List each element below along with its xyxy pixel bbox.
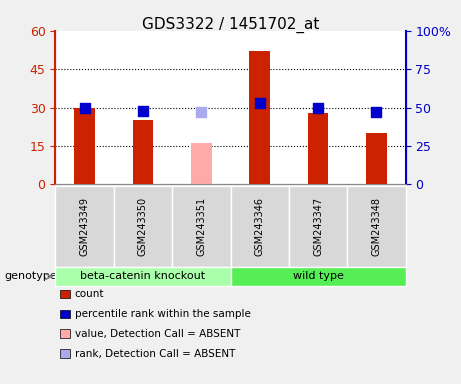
- Bar: [249, 51, 270, 184]
- Text: GSM243347: GSM243347: [313, 197, 323, 256]
- Text: GSM243349: GSM243349: [79, 197, 89, 256]
- Point: [198, 109, 205, 115]
- Text: GDS3322 / 1451702_at: GDS3322 / 1451702_at: [142, 17, 319, 33]
- Bar: [308, 113, 328, 184]
- Text: GSM243348: GSM243348: [372, 197, 382, 256]
- Text: GSM243351: GSM243351: [196, 197, 207, 256]
- Text: rank, Detection Call = ABSENT: rank, Detection Call = ABSENT: [75, 349, 235, 359]
- Text: wild type: wild type: [293, 271, 343, 281]
- Point: [81, 104, 88, 111]
- Point: [373, 109, 380, 115]
- Text: value, Detection Call = ABSENT: value, Detection Call = ABSENT: [75, 329, 240, 339]
- Text: count: count: [75, 289, 104, 299]
- Text: GSM243346: GSM243346: [254, 197, 265, 256]
- Point: [256, 100, 263, 106]
- Text: genotype/variation: genotype/variation: [5, 271, 111, 281]
- Point: [314, 104, 322, 111]
- Text: beta-catenin knockout: beta-catenin knockout: [80, 271, 206, 281]
- Text: percentile rank within the sample: percentile rank within the sample: [75, 309, 251, 319]
- Text: GSM243350: GSM243350: [138, 197, 148, 256]
- Bar: [366, 133, 387, 184]
- Point: [139, 108, 147, 114]
- Bar: [74, 108, 95, 184]
- Bar: [191, 143, 212, 184]
- Bar: [133, 120, 153, 184]
